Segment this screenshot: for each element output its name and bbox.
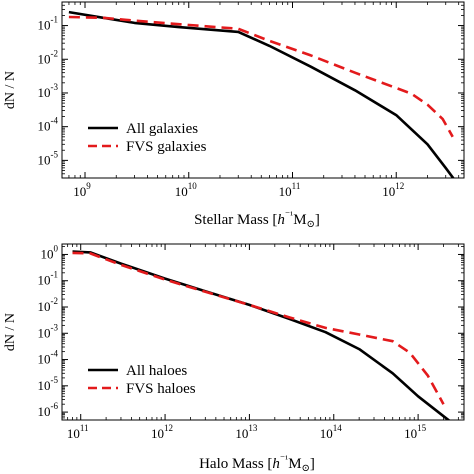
axes-frame	[61, 1, 465, 179]
series-line-all-haloes	[72, 250, 451, 420]
y-tick-label: 10-6	[38, 401, 59, 419]
x-tick-label: 1013	[235, 423, 258, 441]
stellar-mass-panel: 109 1010 1011 1012 10-1 10-2 10-3 10-4 10-5 dN / …	[3, 1, 465, 230]
legend-label: All haloes	[126, 363, 187, 379]
y-tick-label: 100	[41, 243, 59, 261]
y-tick-label: 10-2	[38, 48, 59, 66]
legend-label: FVS galaxies	[126, 139, 207, 155]
legend-label: FVS haloes	[126, 381, 196, 397]
series-line-all-galaxies	[68, 10, 455, 178]
x-tick-label: 1012	[151, 423, 173, 441]
series-line-fvs-galaxies	[68, 15, 454, 138]
y-axis-label: dN / N	[3, 71, 18, 109]
y-tick-label: 10-4	[38, 116, 59, 134]
y-tick-label: 10-4	[38, 349, 59, 367]
x-tick-label: 109	[73, 181, 91, 199]
x-tick-label: 1011	[279, 181, 301, 199]
halo-mass-panel: 1011 1012 1013 1014 1015 100 10-1 10-2 10-3 10-4 1…	[3, 243, 465, 474]
series-line-fvs-haloes	[72, 251, 445, 405]
y-tick-label: 10-1	[38, 15, 59, 33]
x-tick-label: 1010	[175, 181, 198, 199]
y-tick-label: 10-5	[38, 149, 59, 167]
y-tick-label: 10-2	[38, 296, 59, 314]
y-axis-label: dN / N	[3, 313, 18, 351]
y-tick-label: 10-1	[38, 270, 59, 288]
x-tick-label: 1012	[382, 181, 404, 199]
y-tick-label: 10-3	[38, 322, 59, 340]
x-tick-label: 1011	[67, 423, 89, 441]
x-axis-label: Halo Mass [h⁻¹M⊙]	[199, 454, 315, 474]
y-tick-label: 10-3	[38, 82, 59, 100]
axes-frame	[61, 243, 465, 421]
y-tick-label: 10-5	[38, 375, 59, 393]
x-tick-label: 1015	[404, 423, 427, 441]
x-tick-label: 1014	[320, 423, 343, 441]
legend-label: All galaxies	[126, 121, 198, 137]
x-axis-label: Stellar Mass [h⁻¹M⊙]	[194, 210, 320, 230]
